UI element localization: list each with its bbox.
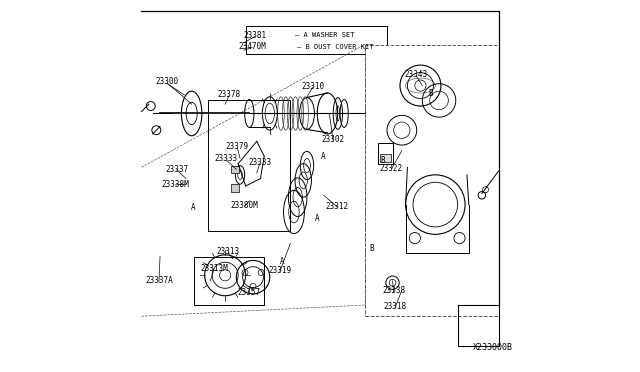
Text: B: B [380, 156, 385, 165]
Text: 23313M: 23313M [200, 264, 228, 273]
Text: 23338: 23338 [382, 286, 405, 295]
Text: B: B [369, 244, 374, 253]
Text: 23333: 23333 [248, 158, 271, 167]
Text: A: A [321, 153, 325, 161]
Bar [380, 154, 390, 162]
Bar [209, 100, 291, 231]
Text: 23318: 23318 [383, 302, 406, 311]
Text: — B DUST COVER KIT: — B DUST COVER KIT [296, 44, 373, 50]
Text: 23312: 23312 [326, 202, 349, 211]
Bar [378, 143, 392, 164]
Text: A: A [191, 203, 195, 212]
Text: 23333: 23333 [214, 154, 238, 163]
Text: 23381: 23381 [243, 31, 266, 40]
Text: 23319: 23319 [268, 266, 291, 275]
Bar [193, 257, 264, 305]
Text: B: B [429, 89, 433, 98]
Text: — A WASHER SET: — A WASHER SET [294, 32, 354, 38]
Text: X233000B: X233000B [473, 343, 513, 352]
Text: A: A [280, 257, 284, 266]
Text: 23322: 23322 [380, 164, 403, 173]
Text: 23338M: 23338M [162, 180, 189, 189]
Text: 23302: 23302 [321, 135, 344, 144]
Text: 23470M: 23470M [239, 42, 266, 51]
Text: 23313: 23313 [216, 247, 239, 256]
Bar [231, 166, 239, 173]
Text: 23379: 23379 [226, 142, 249, 151]
Text: 23343: 23343 [404, 70, 428, 79]
Text: A: A [315, 214, 320, 223]
Bar [246, 26, 387, 54]
Text: 23378: 23378 [218, 90, 241, 99]
Text: 23337A: 23337A [145, 276, 173, 285]
Text: 23300: 23300 [156, 77, 179, 86]
Bar [365, 45, 499, 316]
Text: 23380M: 23380M [230, 201, 259, 210]
Text: 23310: 23310 [301, 82, 324, 91]
Text: 23357: 23357 [237, 288, 260, 296]
Bar [231, 184, 239, 192]
Text: 23337: 23337 [165, 165, 188, 174]
